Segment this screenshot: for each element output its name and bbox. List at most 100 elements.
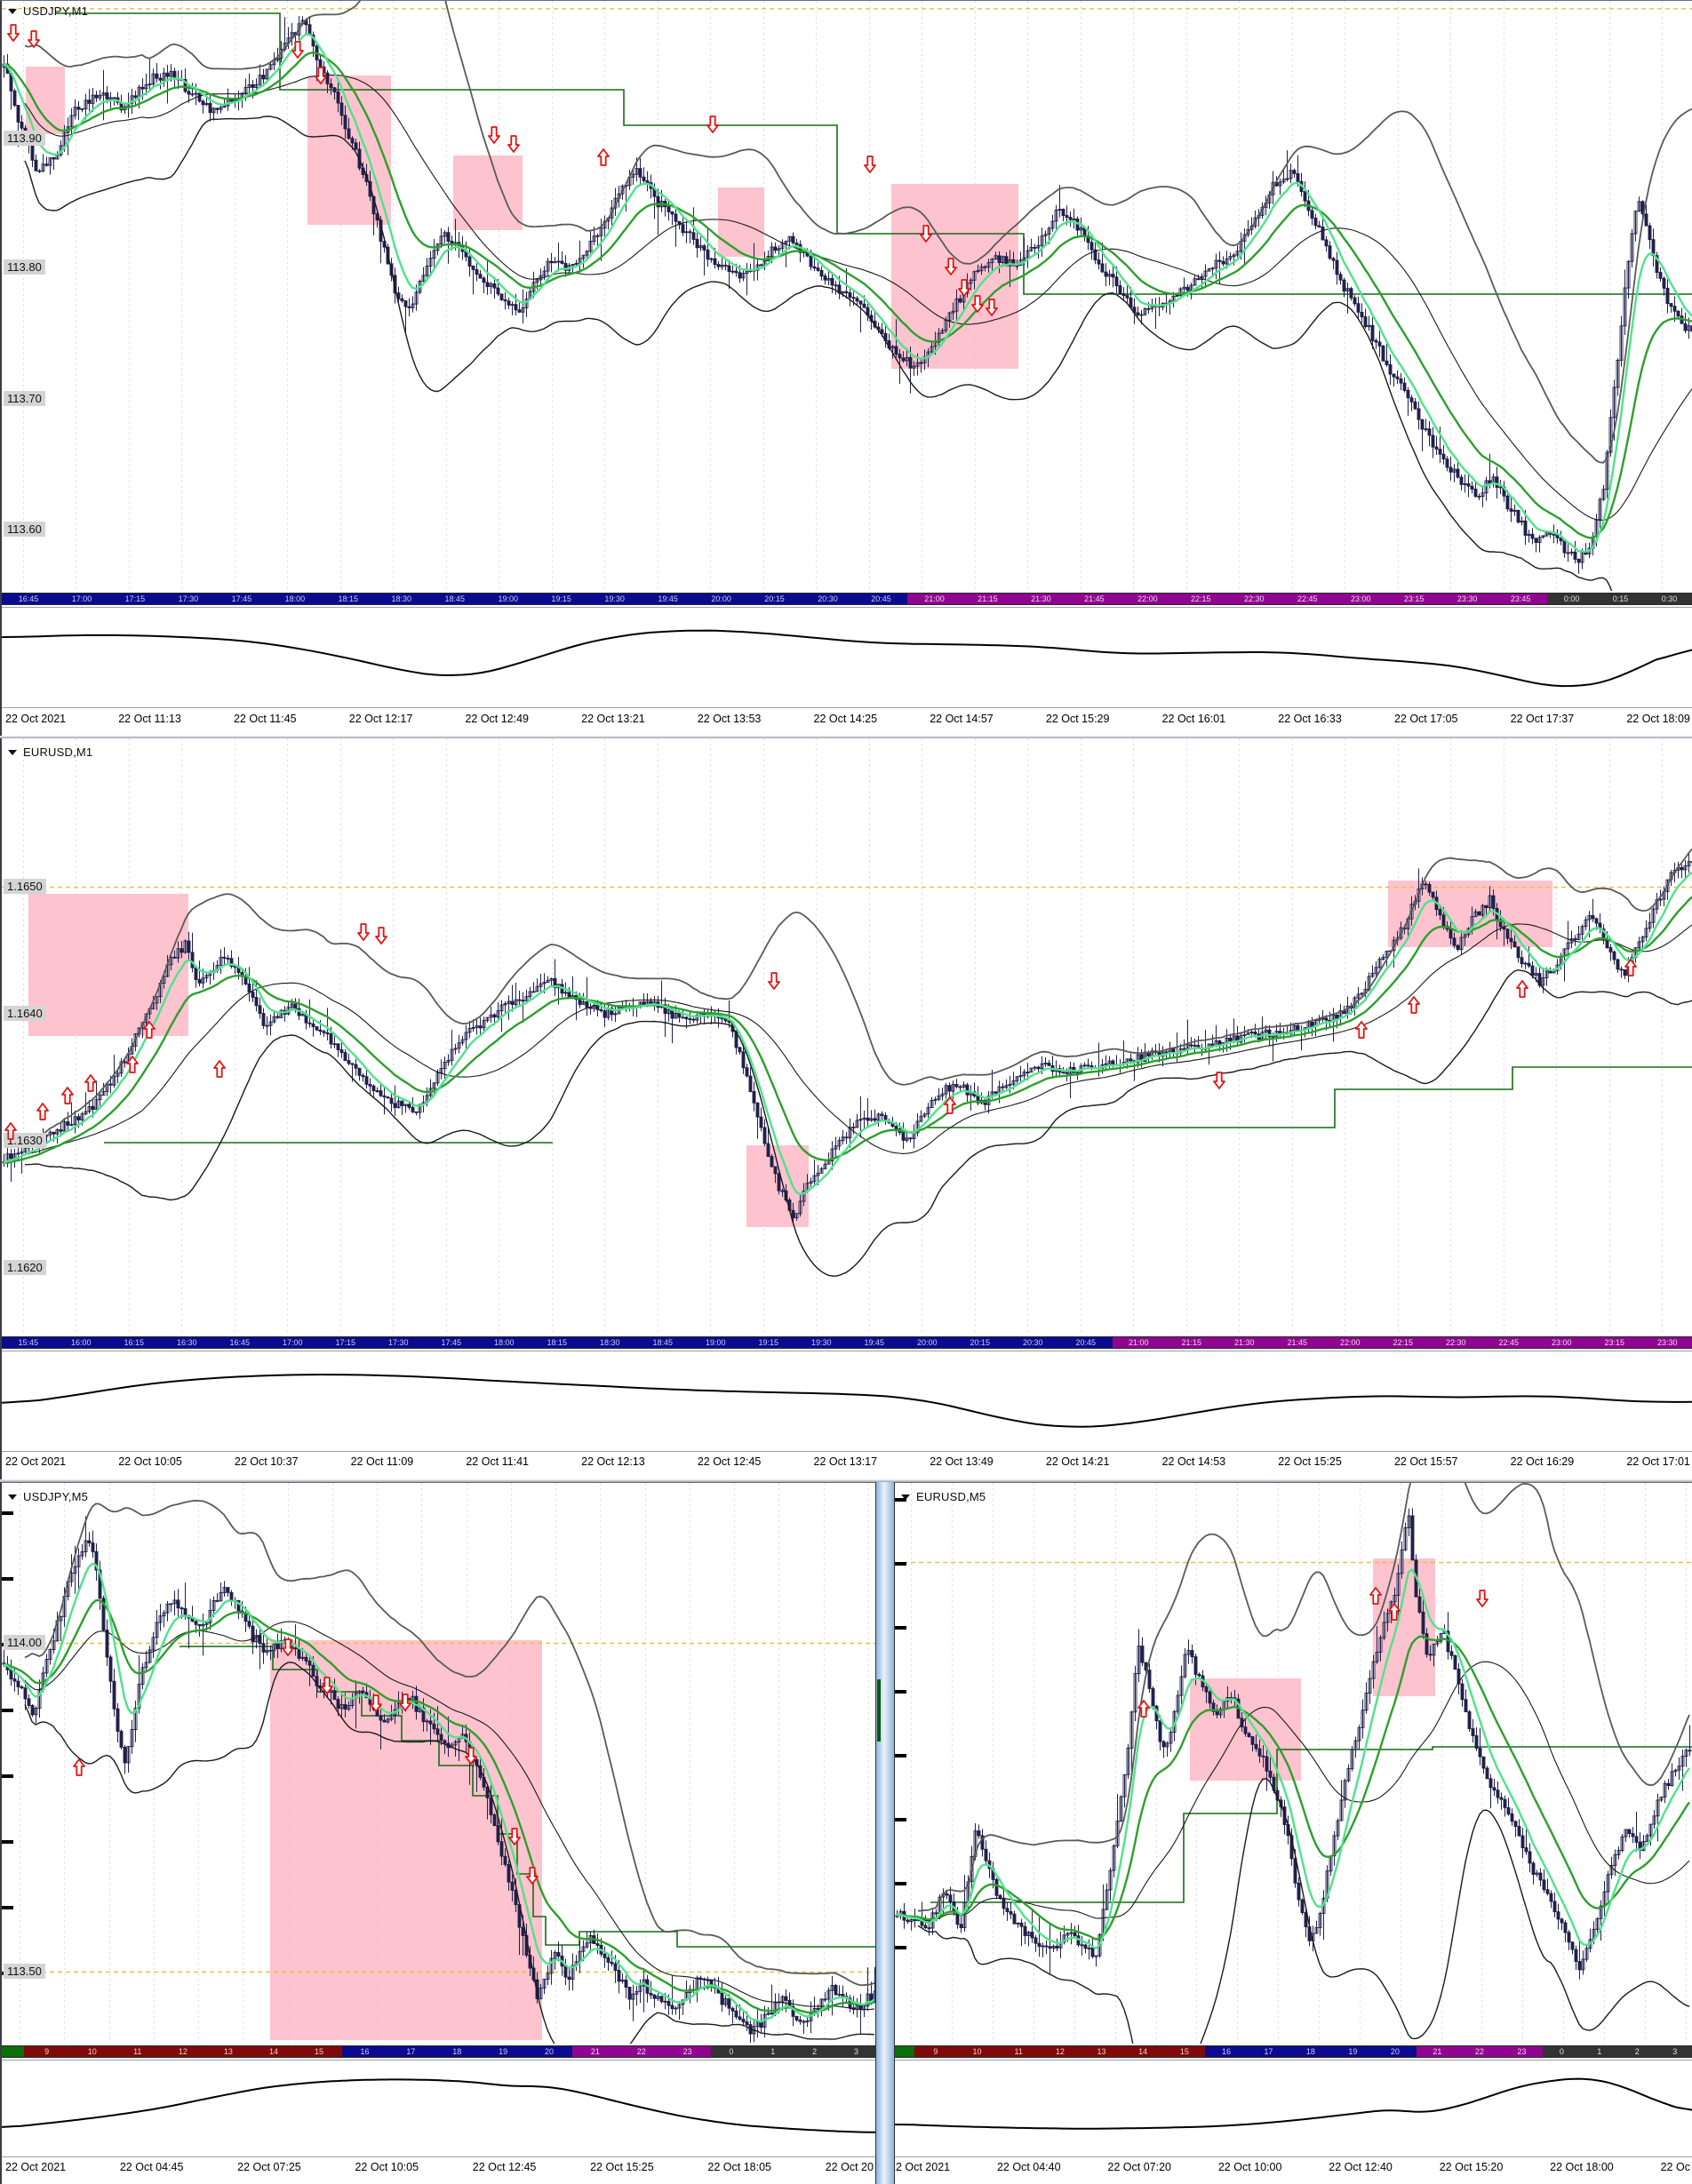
window-splitter[interactable] xyxy=(875,1482,895,2184)
signal-arrow-up xyxy=(1408,996,1420,1018)
collapse-triangle-icon[interactable] xyxy=(8,1494,17,1500)
date-label: 22 Oct 15:25 xyxy=(590,2161,654,2173)
signal-arrow-down xyxy=(488,126,500,148)
signal-arrow-down xyxy=(28,30,40,52)
session-time-label: 19 xyxy=(1348,2047,1358,2056)
date-label: 22 Oct 04:45 xyxy=(119,2161,184,2173)
price-chart-svg[interactable] xyxy=(2,1483,877,2044)
signal-arrow-down xyxy=(465,1747,477,1769)
collapse-triangle-icon[interactable] xyxy=(8,8,17,14)
signal-arrow-up xyxy=(36,1103,49,1125)
session-segment: 16 17 18 19 20 xyxy=(1205,2046,1417,2057)
chart-panel-eurusd-m1[interactable]: EURUSD,M1 1.1650 1.1640 1.1630 1.1620 15:45 1… xyxy=(0,737,1692,1481)
session-time-label: 13 xyxy=(1097,2047,1106,2056)
session-time-label: 23:30 xyxy=(1656,1338,1678,1347)
price-label: 113.60 xyxy=(4,522,45,537)
session-time-label: 17:45 xyxy=(441,1338,462,1347)
date-label: 22 Oct 11:09 xyxy=(350,1455,414,1468)
date-axis: 22 Oct 2021 22 Oct 04:45 22 Oct 07:25 22 Oc… xyxy=(2,2158,877,2173)
session-segment: 9 10 11 12 13 14 15 xyxy=(914,2046,1206,2057)
session-time-label: 17:30 xyxy=(387,1338,409,1347)
session-time-label: 22:30 xyxy=(1244,594,1265,603)
date-label: 22 Oct 11:45 xyxy=(233,713,297,725)
indicator-subwindow[interactable] xyxy=(895,2060,1692,2157)
session-time-label: 10 xyxy=(972,2047,982,2056)
session-time-label: 19:30 xyxy=(604,594,625,603)
price-label: 1.1640 xyxy=(4,1006,46,1021)
signal-arrow-up xyxy=(1369,1587,1382,1609)
session-time-label: 13 xyxy=(223,2047,233,2056)
session-time-strip: 15:45 16:00 16:15 16:30 16:45 17:00 17:15 17:30… xyxy=(2,1336,1692,1349)
session-time-label: 21 xyxy=(1433,2047,1442,2056)
signal-arrow-up xyxy=(143,1021,156,1043)
chart-panel-eurusd-m5[interactable]: EURUSD,M5 9 10 11 12 13 14 15 16 17 18 19 20 21 22 23 0… xyxy=(893,1482,1692,2184)
session-time-label: 22:00 xyxy=(1339,1338,1361,1347)
chart-title: EURUSD,M1 xyxy=(23,745,93,759)
session-time-label: 20:30 xyxy=(818,594,838,603)
session-time-label: 16:45 xyxy=(229,1338,251,1347)
chart-panel-usdjpy-m5[interactable]: USDJPY,M5 114.00 113.50 9 10 11 12 13 14 15 16 17 1… xyxy=(0,1482,877,2184)
session-time-label: 21:30 xyxy=(1031,594,1051,603)
price-axis-tick xyxy=(895,1626,906,1630)
price-axis-tick xyxy=(2,1511,13,1515)
signal-arrow-down xyxy=(958,279,970,301)
price-chart-svg[interactable] xyxy=(2,738,1692,1334)
chart-title-row: USDJPY,M5 xyxy=(8,1490,88,1503)
price-axis-tick xyxy=(895,1946,906,1949)
signal-arrow-up xyxy=(1137,1700,1150,1722)
date-axis: 22 Oct 2021 22 Oct 10:05 22 Oct 10:37 22 Oc… xyxy=(2,1453,1692,1468)
signal-arrow-down xyxy=(971,295,984,317)
signal-arrow-down xyxy=(321,1677,333,1699)
chart-title: USDJPY,M5 xyxy=(23,1490,89,1503)
date-label: 22 Oct 17:01 xyxy=(1626,1455,1690,1468)
signal-arrow-up xyxy=(944,1096,956,1119)
price-chart-svg[interactable] xyxy=(2,1,1692,591)
collapse-triangle-icon[interactable] xyxy=(901,1494,910,1500)
signal-arrow-down xyxy=(370,1694,382,1717)
date-label: 22 Oct 12:45 xyxy=(697,1455,762,1468)
session-time-label: 15:45 xyxy=(18,1338,39,1347)
signal-arrow-down xyxy=(768,972,780,994)
session-time-label: 20:45 xyxy=(871,594,891,603)
session-time-label: 22:00 xyxy=(1137,594,1158,603)
price-label: 1.1630 xyxy=(4,1133,46,1148)
date-label: 22 Oct 16:29 xyxy=(1510,1455,1575,1468)
session-time-label: 18:30 xyxy=(599,1338,620,1347)
session-time-label: 19:15 xyxy=(551,594,571,603)
price-label: 114.00 xyxy=(4,1635,45,1650)
session-time-label: 18 xyxy=(452,2047,462,2056)
date-label: 22 Oct 17:37 xyxy=(1510,713,1575,725)
signal-arrow-down xyxy=(864,155,876,178)
session-time-strip: 9 10 11 12 13 14 15 16 17 18 19 20 21 22 23 0 1 2 3 xyxy=(2,2045,877,2058)
session-time-label: 19 xyxy=(499,2047,508,2056)
session-time-label: 22 xyxy=(636,2047,646,2056)
collapse-triangle-icon[interactable] xyxy=(8,749,17,755)
chart-title: EURUSD,M5 xyxy=(916,1490,986,1503)
price-chart-svg[interactable] xyxy=(895,1483,1692,2044)
session-time-label: 11 xyxy=(133,2047,142,2056)
session-segment: 0 1 2 3 xyxy=(710,2046,877,2057)
session-time-label: 22:45 xyxy=(1498,1338,1520,1347)
session-time-label: 17:45 xyxy=(231,594,252,603)
date-label: 22 Oct 13:17 xyxy=(813,1455,878,1468)
indicator-subwindow[interactable] xyxy=(2,607,1692,708)
date-label: 22 Oct 10:37 xyxy=(234,1455,299,1468)
signal-arrow-up xyxy=(126,1056,139,1078)
chart-title-row: EURUSD,M5 xyxy=(901,1490,986,1503)
indicator-subwindow[interactable] xyxy=(2,2060,877,2157)
indicator-subwindow[interactable] xyxy=(2,1351,1692,1452)
session-time-label: 21:00 xyxy=(924,594,945,603)
signal-arrow-up xyxy=(61,1087,74,1109)
session-segment: 9 10 11 12 13 14 15 xyxy=(24,2046,342,2057)
date-label: 22 Oct 12:13 xyxy=(581,1455,645,1468)
session-time-label: 0:15 xyxy=(1612,594,1629,603)
date-label: 22 Oct 07:25 xyxy=(237,2161,301,2173)
date-label: 22 Oct 20 xyxy=(825,2161,874,2173)
signal-arrow-down xyxy=(706,116,719,138)
session-time-label: 22 xyxy=(1474,2047,1484,2056)
signal-arrow-up xyxy=(4,1122,17,1144)
session-time-label: 14 xyxy=(268,2047,278,2056)
date-label: 22 Oct 15:20 xyxy=(1439,2161,1504,2173)
chart-panel-usdjpy-m1[interactable]: USDJPY,M1 113.90 113.80 113.70 113.60 16:45 1… xyxy=(0,0,1692,737)
